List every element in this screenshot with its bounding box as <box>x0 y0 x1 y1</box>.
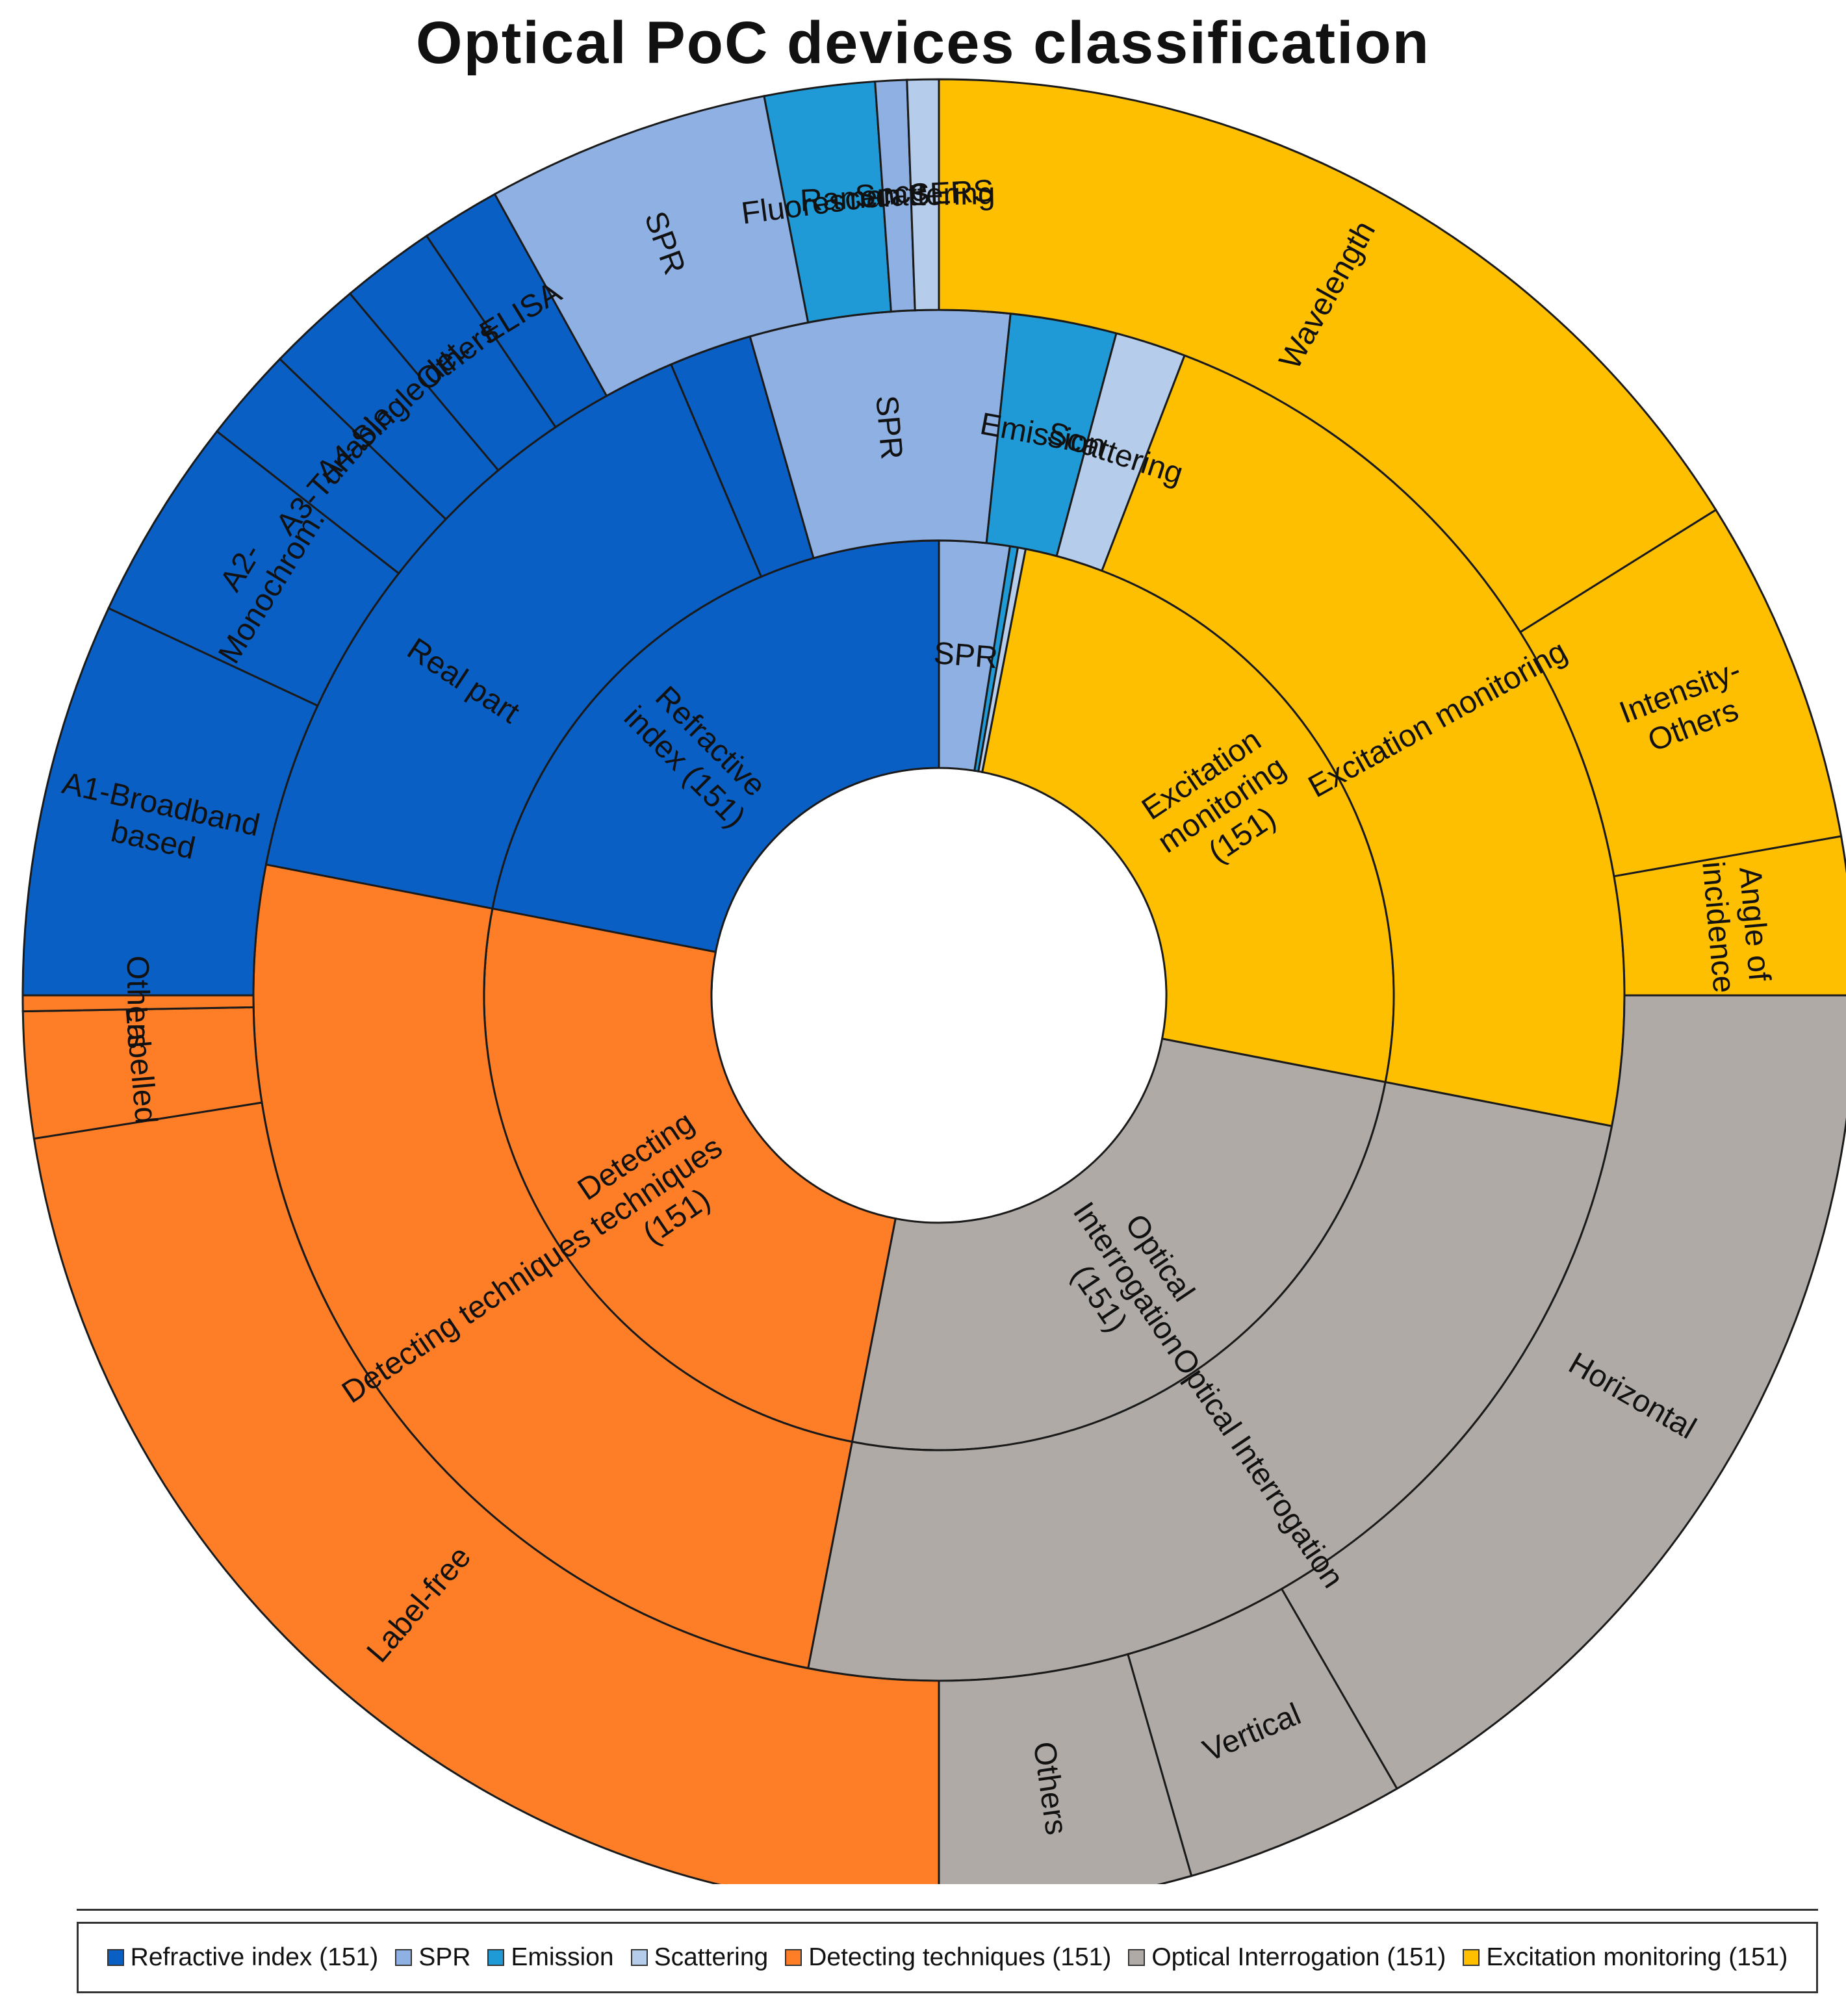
legend-item[interactable]: SPR <box>395 1943 470 1972</box>
segment-l3-16[interactable] <box>32 1101 940 1884</box>
legend-item[interactable]: Optical Interrogation (151) <box>1128 1943 1446 1972</box>
legend-label: Refractive index (151) <box>130 1943 379 1971</box>
segment-label-l3-18: Others <box>120 956 155 1050</box>
legend-rule <box>77 1909 1818 1911</box>
segment-label-l3-9: Scattering <box>854 177 995 214</box>
legend-swatch <box>107 1949 124 1966</box>
legend-item[interactable]: Detecting techniques (151) <box>785 1943 1111 1972</box>
legend-label: Excitation monitoring (151) <box>1486 1943 1788 1971</box>
segment-l3-18[interactable] <box>21 994 255 1013</box>
legend-swatch <box>1128 1949 1146 1966</box>
legend-item[interactable]: Scattering <box>630 1943 769 1972</box>
legend-label: Detecting techniques (151) <box>808 1943 1112 1971</box>
legend-swatch <box>1463 1949 1480 1966</box>
legend-label: SPR <box>418 1943 471 1971</box>
legend-item[interactable]: Refractive index (151) <box>107 1943 379 1972</box>
legend-item[interactable]: Emission <box>487 1943 614 1972</box>
segment-label-l2-2: SPR <box>869 394 908 461</box>
segment-l3-15[interactable] <box>938 1653 1193 1884</box>
sunburst-chart: Refractiveindex (151)SPRExcitationmonito… <box>21 78 1846 1884</box>
segment-layer <box>21 78 1846 1884</box>
legend-label: Emission <box>511 1943 614 1971</box>
chart-title: Optical PoC devices classification <box>415 10 1431 76</box>
legend: Refractive index (151) SPR Emission Scatter… <box>77 1922 1818 1993</box>
legend-item[interactable]: Excitation monitoring (151) <box>1463 1943 1788 1972</box>
legend-swatch <box>395 1949 413 1966</box>
segment-label-l1-1: SPR <box>932 636 999 676</box>
legend-swatch <box>630 1949 648 1966</box>
segment-l3-10[interactable] <box>938 78 1717 634</box>
legend-swatch <box>785 1949 802 1966</box>
legend-label: Optical Interrogation (151) <box>1151 1943 1446 1971</box>
legend-label: Scattering <box>654 1943 769 1971</box>
legend-swatch <box>487 1949 505 1966</box>
segment-l3-13[interactable] <box>1280 994 1846 1791</box>
